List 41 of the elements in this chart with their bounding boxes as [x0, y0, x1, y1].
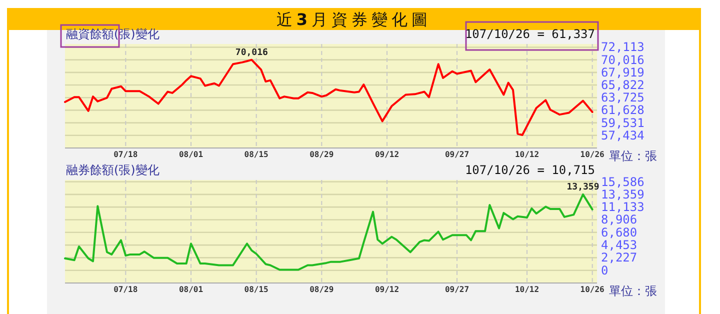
x-tick-label: 08/15: [244, 150, 269, 159]
text: 單位：張: [609, 284, 657, 298]
annotation: 13,359: [566, 182, 600, 192]
y-tick-label: 70,016: [601, 52, 644, 67]
y-tick-label: 65,822: [601, 78, 644, 92]
y-tick-label: 11,133: [601, 200, 644, 214]
x-tick-label: 09/27: [444, 150, 470, 159]
y-tick-label: 63,725: [601, 90, 644, 105]
y-tick-label: 8,906: [601, 212, 638, 227]
y-tick-label: 15,586: [601, 174, 644, 189]
x-tick-label: 09/12: [374, 150, 400, 159]
y-tick-label: 6,680: [601, 225, 638, 240]
x-tick-label: 08/01: [178, 150, 204, 159]
x-tick-label: 10/12: [514, 150, 540, 159]
x-tick-label: 07/18: [114, 285, 138, 294]
text: 107/10/26 = 61,337: [464, 27, 595, 41]
x-tick-label: 08/01: [178, 285, 204, 294]
x-tick-label: 08/29: [310, 285, 334, 294]
x-tick-label: 09/27: [444, 285, 470, 294]
annotation: 70,016: [235, 48, 268, 58]
y-tick-label: 13,359: [601, 187, 644, 202]
y-tick-label: 57,434: [601, 128, 644, 142]
y-tick-label: 72,113: [601, 40, 644, 54]
line-series: [64, 58, 594, 136]
y-tick-label: 0: [601, 263, 608, 278]
x-tick-label: 08/29: [310, 150, 334, 159]
y-tick-label: 2,227: [601, 250, 638, 265]
y-tick-label: 61,628: [601, 103, 644, 118]
x-tick-label: 10/26: [580, 285, 605, 294]
chart-title: 融券餘額(張)變化: [66, 163, 160, 177]
x-tick-label: 10/12: [514, 285, 540, 294]
y-tick-label: 59,531: [601, 116, 644, 130]
text: 單位：張: [609, 149, 657, 163]
x-tick-label: 10/26: [580, 150, 605, 159]
x-tick-label: 07/18: [114, 150, 138, 159]
text: 107/10/26 = 10,715: [464, 163, 595, 177]
line-series: [64, 193, 594, 271]
y-tick-label: 4,453: [601, 238, 638, 252]
x-tick-label: 08/15: [244, 285, 269, 294]
x-tick-label: 09/12: [374, 285, 400, 294]
y-tick-label: 67,919: [601, 65, 644, 80]
